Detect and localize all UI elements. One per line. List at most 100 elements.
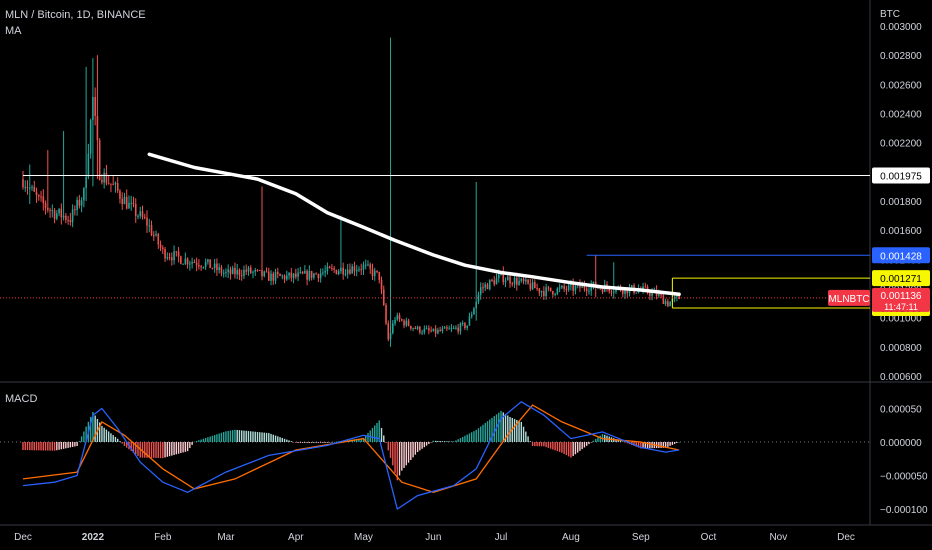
macd-histogram-bar bbox=[164, 442, 166, 458]
macd-histogram-bar bbox=[313, 442, 315, 443]
macd-histogram-bar bbox=[579, 442, 581, 451]
macd-histogram-bar bbox=[576, 442, 579, 453]
macd-histogram-bar bbox=[200, 439, 202, 442]
signal-line bbox=[22, 404, 680, 493]
price-axis-tick: 0.002800 bbox=[880, 51, 922, 62]
macd-histogram-bar bbox=[649, 442, 651, 449]
macd-histogram-bar bbox=[51, 442, 54, 451]
candle-body bbox=[425, 328, 428, 330]
macd-histogram-bar bbox=[633, 442, 635, 446]
candle-body bbox=[421, 332, 423, 334]
macd-histogram-bar bbox=[236, 429, 238, 442]
candle-body bbox=[621, 290, 624, 294]
macd-histogram-bar bbox=[189, 442, 191, 449]
candle-body bbox=[466, 325, 468, 329]
candle-body bbox=[511, 283, 514, 285]
candle-body bbox=[31, 186, 33, 188]
candle-body bbox=[574, 285, 577, 291]
candle-body bbox=[132, 202, 135, 204]
candle-body bbox=[349, 269, 351, 274]
macd-histogram-bar bbox=[498, 412, 500, 442]
candle-body bbox=[33, 186, 36, 192]
macd-histogram-bar bbox=[121, 442, 123, 444]
price-axis-tick: 0.000600 bbox=[880, 372, 922, 383]
candle-body bbox=[387, 323, 390, 340]
candle-body bbox=[207, 259, 209, 263]
macd-histogram-bar bbox=[173, 442, 175, 455]
candle-body bbox=[581, 284, 583, 288]
candle-body bbox=[152, 235, 155, 237]
macd-histogram-bar bbox=[31, 442, 33, 451]
candle-body bbox=[540, 291, 543, 293]
candle-body bbox=[364, 264, 367, 266]
macd-histogram-bar bbox=[466, 434, 468, 442]
macd-histogram-bar bbox=[673, 442, 676, 444]
macd-histogram-bar bbox=[222, 432, 225, 442]
candle-body bbox=[40, 196, 42, 198]
macd-histogram-bar bbox=[660, 442, 662, 448]
candle-body bbox=[522, 278, 525, 282]
candle-body bbox=[96, 115, 99, 141]
macd-indicator-label[interactable]: MACD bbox=[5, 393, 38, 405]
candle-body bbox=[509, 276, 511, 284]
macd-histogram-bar bbox=[545, 442, 547, 448]
candle-body bbox=[405, 320, 408, 326]
symbol-title[interactable]: MLN / Bitcoin, 1D, BINANCE bbox=[5, 9, 146, 21]
candle-body bbox=[430, 330, 432, 332]
macd-histogram-bar bbox=[534, 442, 536, 447]
candle-body bbox=[146, 217, 148, 226]
candle-body bbox=[51, 210, 54, 212]
macd-histogram-bar bbox=[437, 440, 439, 442]
time-axis-tick: Mar bbox=[217, 532, 235, 543]
candle-body bbox=[105, 172, 108, 184]
macd-histogram-bar bbox=[448, 441, 450, 442]
macd-histogram-bar bbox=[103, 427, 105, 442]
macd-histogram-bar bbox=[40, 442, 42, 451]
macd-histogram-bar bbox=[112, 435, 114, 442]
macd-histogram-bar bbox=[671, 442, 674, 445]
ma-indicator-label[interactable]: MA bbox=[5, 25, 22, 37]
macd-histogram-bar bbox=[225, 431, 227, 442]
macd-histogram-bar bbox=[446, 441, 448, 442]
level-price-badge bbox=[872, 167, 930, 184]
macd-axis-tick: −0.000050 bbox=[880, 472, 928, 483]
macd-histogram-bar bbox=[78, 441, 81, 442]
macd-histogram-bar bbox=[412, 442, 414, 458]
macd-histogram-bar bbox=[213, 435, 216, 442]
macd-histogram-bar bbox=[42, 442, 44, 451]
macd-histogram-bar bbox=[159, 442, 162, 459]
macd-histogram-bar bbox=[218, 433, 220, 442]
macd-histogram-bar bbox=[374, 425, 376, 442]
candle-body bbox=[231, 267, 234, 274]
macd-histogram-bar bbox=[572, 442, 574, 456]
macd-histogram-bar bbox=[367, 432, 369, 442]
candle-body bbox=[518, 280, 520, 285]
macd-histogram-bar bbox=[443, 441, 446, 442]
macd-histogram-bar bbox=[288, 440, 290, 442]
macd-histogram-bar bbox=[597, 437, 599, 442]
candle-body bbox=[346, 269, 349, 274]
candle-body bbox=[236, 269, 239, 275]
candle-body bbox=[579, 283, 581, 288]
level-price-label: 0.001428 bbox=[880, 251, 922, 262]
macd-histogram-bar bbox=[265, 432, 268, 442]
macd-histogram-bar bbox=[642, 442, 644, 449]
candle-body bbox=[612, 291, 615, 293]
candle-body bbox=[583, 284, 586, 289]
macd-histogram-bar bbox=[123, 442, 126, 447]
candle-body bbox=[189, 263, 191, 265]
price-axis-tick: 0.002600 bbox=[880, 80, 922, 91]
candle-body bbox=[459, 323, 462, 332]
macd-histogram-bar bbox=[324, 442, 326, 443]
macd-histogram-bar bbox=[507, 415, 509, 442]
candle-body bbox=[358, 269, 360, 271]
candle-body bbox=[391, 323, 394, 334]
candle-body bbox=[204, 262, 207, 267]
macd-histogram-bar bbox=[319, 442, 322, 443]
candle-body bbox=[74, 209, 76, 211]
macd-histogram-bar bbox=[35, 442, 38, 451]
macd-histogram-bar bbox=[117, 438, 119, 442]
macd-histogram-bar bbox=[270, 433, 272, 442]
macd-histogram-bar bbox=[148, 442, 150, 458]
macd-histogram-bar bbox=[439, 441, 441, 442]
